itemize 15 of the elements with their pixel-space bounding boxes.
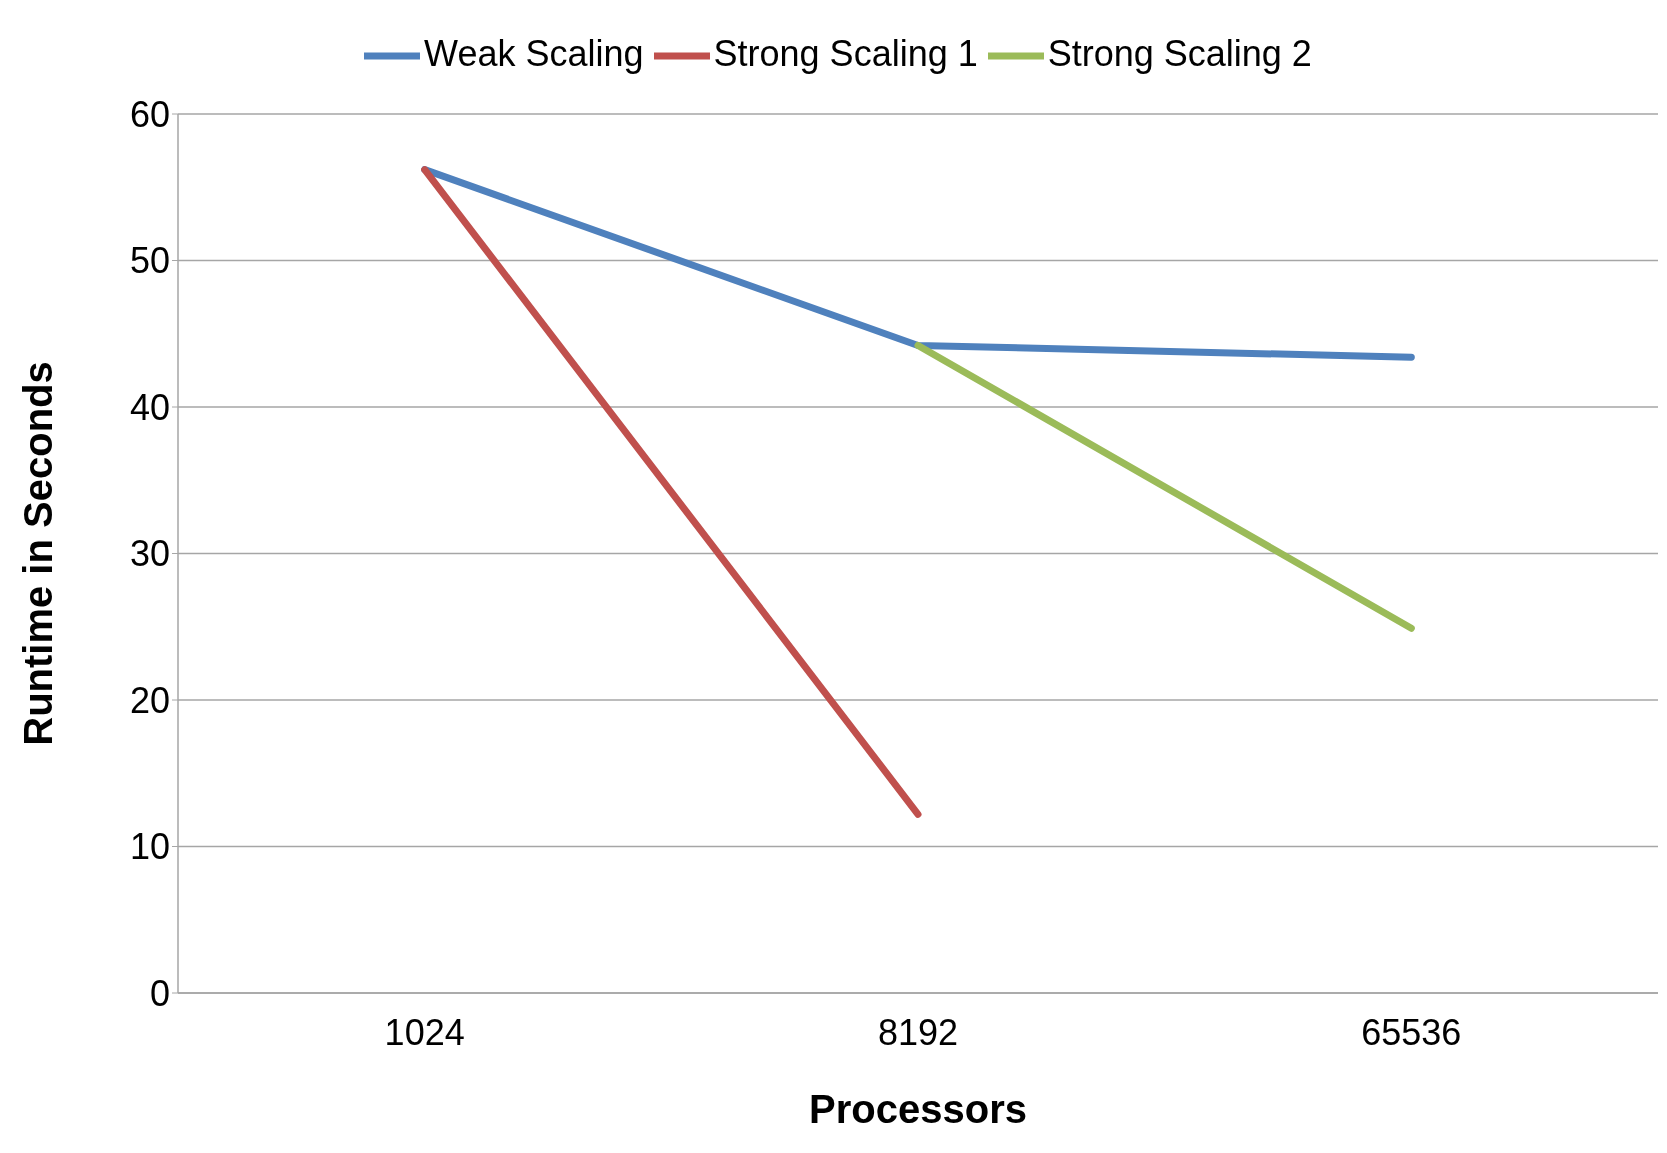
x-tick-label: 8192: [877, 1011, 959, 1053]
legend-label: Strong Scaling 2: [1047, 32, 1312, 74]
y-axis-title: Runtime in Seconds: [16, 361, 61, 746]
y-tick-label: 30: [129, 533, 170, 575]
x-tick-label: 65536: [1361, 1011, 1462, 1053]
legend-label: Weak Scaling: [424, 32, 644, 74]
x-tick-label: 1024: [384, 1011, 465, 1053]
x-axis-title: Processors: [809, 1087, 1027, 1131]
y-tick-label: 10: [129, 826, 170, 868]
y-tick-label: 60: [129, 93, 170, 135]
y-tick-label: 0: [149, 972, 170, 1014]
y-tick-label: 20: [129, 679, 170, 721]
y-tick-label: 40: [129, 386, 170, 428]
legend-label: Strong Scaling 1: [713, 32, 978, 74]
y-tick-label: 50: [129, 240, 170, 282]
